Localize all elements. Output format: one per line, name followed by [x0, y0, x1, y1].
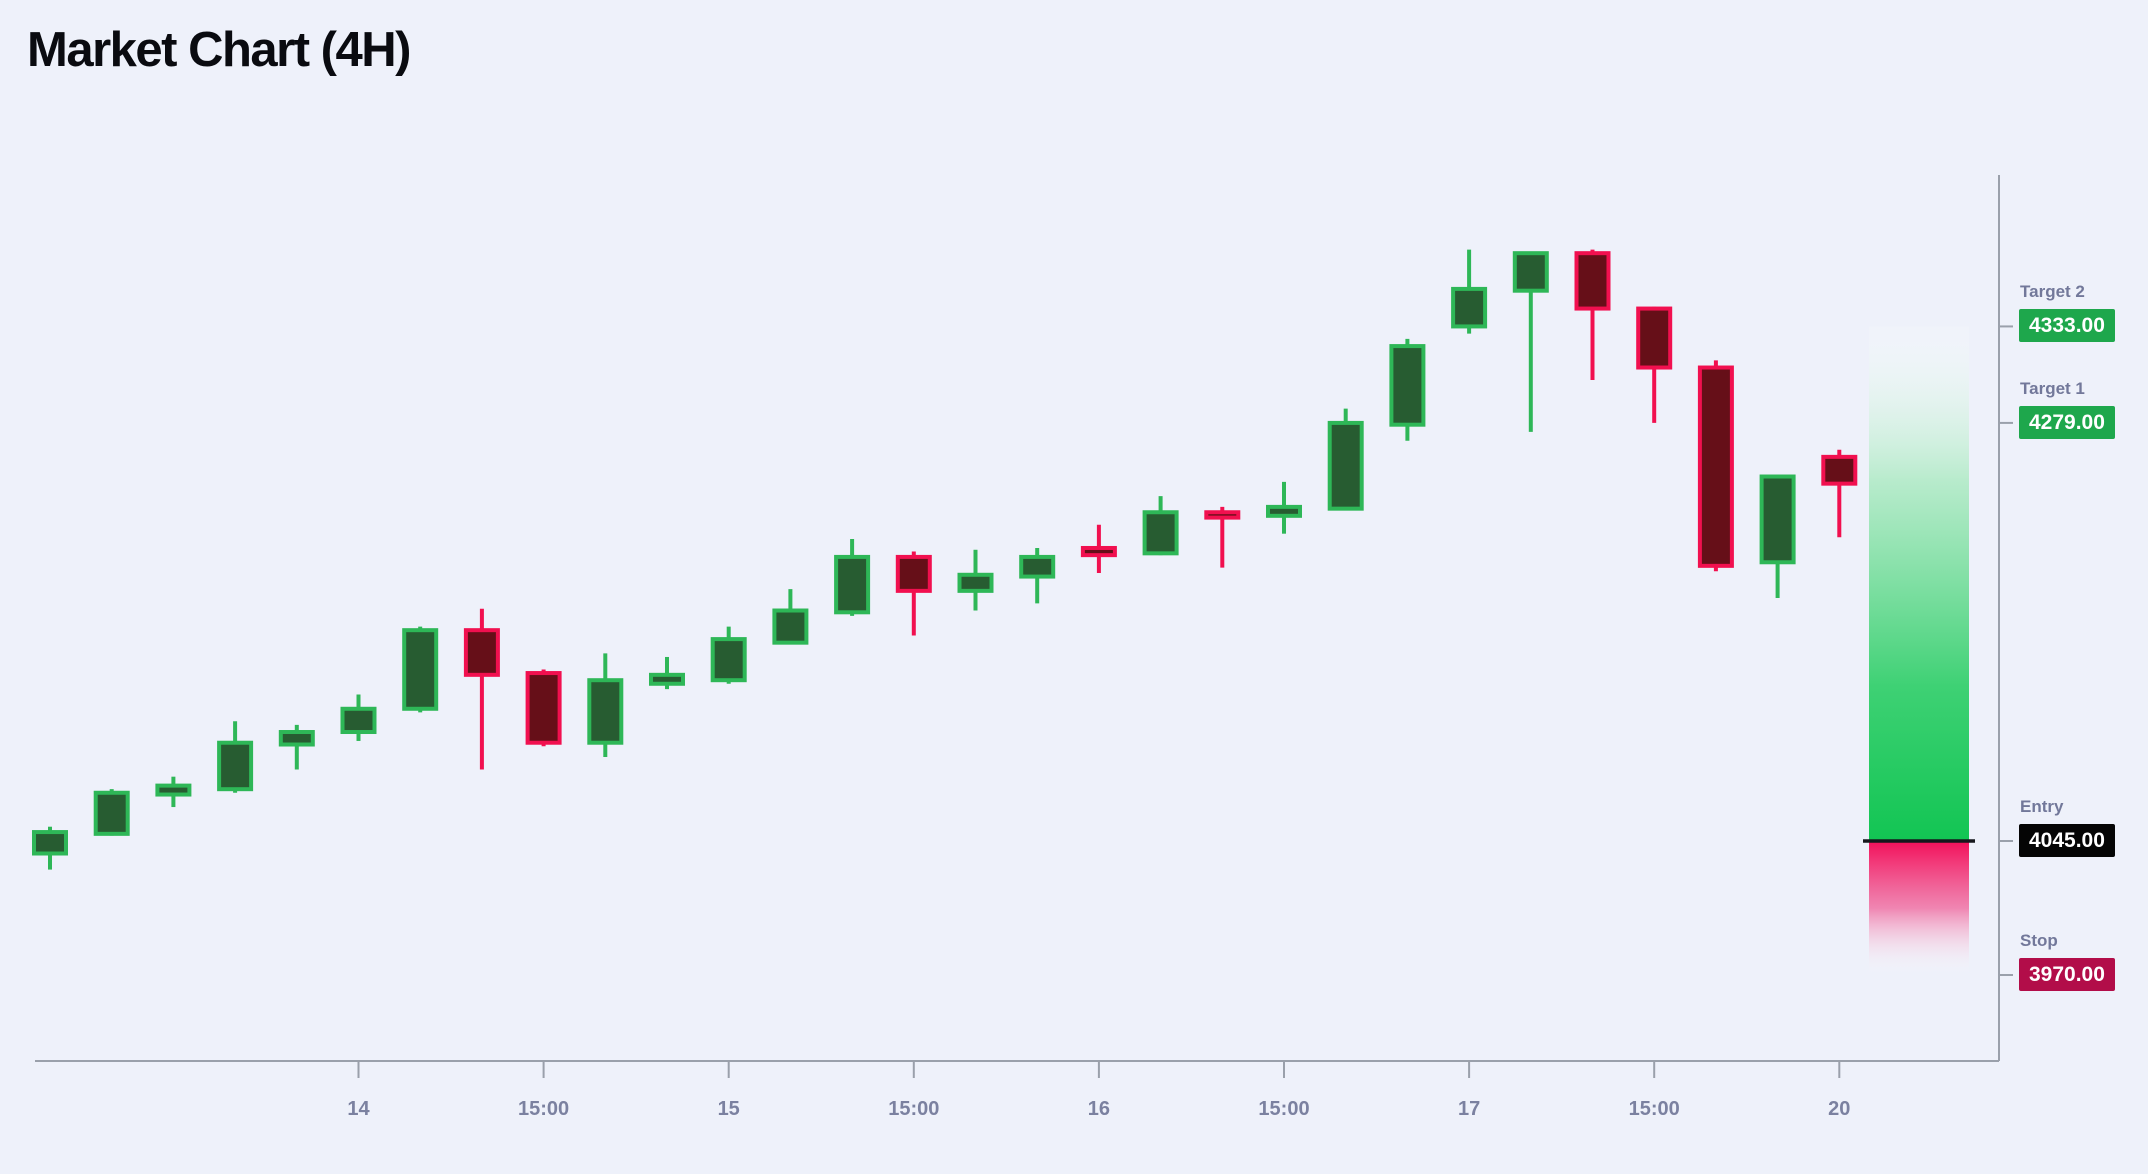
candle-body: [710, 637, 747, 683]
candle-body: [1451, 286, 1488, 329]
x-axis-labels: 14 15:00 15 15:00 16 15:00 17 15:00 20: [347, 1098, 1850, 1120]
candle-body: [1389, 344, 1426, 427]
x-tick-label: 14: [347, 1098, 370, 1120]
candle-body: [1327, 420, 1364, 511]
candles: [32, 249, 1858, 870]
x-tick-label: 15:00: [888, 1098, 939, 1120]
x-tick-label: 15: [718, 1098, 740, 1120]
candle-body: [587, 678, 624, 745]
axes: [35, 175, 2013, 1078]
candle-body: [1512, 251, 1549, 293]
candle-body: [402, 628, 439, 711]
candle-body: [1204, 510, 1241, 520]
candle-body: [957, 572, 994, 593]
x-tick-label: 20: [1828, 1098, 1850, 1120]
x-tick-label: 17: [1458, 1098, 1480, 1120]
candle-body: [340, 706, 377, 735]
candle-body: [93, 790, 130, 836]
candle-body: [1266, 504, 1302, 518]
candle-body: [772, 608, 809, 645]
candle-body: [1574, 251, 1611, 311]
candle-body: [155, 783, 192, 797]
candle-body: [1080, 545, 1117, 558]
reward-zone: [1869, 326, 1969, 841]
candle-body: [1821, 454, 1858, 486]
x-tick-label: 15:00: [1629, 1098, 1680, 1120]
x-tick-label: 15:00: [1258, 1098, 1309, 1120]
candle-body: [32, 830, 68, 856]
candle-body: [1142, 510, 1179, 556]
candle-body: [649, 672, 685, 686]
reward-risk-zones: [1863, 326, 1975, 976]
candle-body: [895, 554, 932, 593]
candle-body: [525, 671, 562, 745]
risk-zone: [1869, 841, 1969, 976]
x-tick-label: 16: [1088, 1098, 1110, 1120]
candle-body: [463, 628, 500, 677]
chart-title: Market Chart (4H): [27, 23, 411, 77]
candle-body: [1759, 474, 1796, 565]
candle-body: [1697, 365, 1734, 568]
candle-body: [834, 554, 871, 615]
candle-body: [217, 740, 254, 792]
candle-body: [278, 730, 315, 747]
candle-body: [1019, 554, 1056, 579]
x-tick-label: 15:00: [518, 1098, 569, 1120]
candle-body: [1636, 306, 1673, 370]
